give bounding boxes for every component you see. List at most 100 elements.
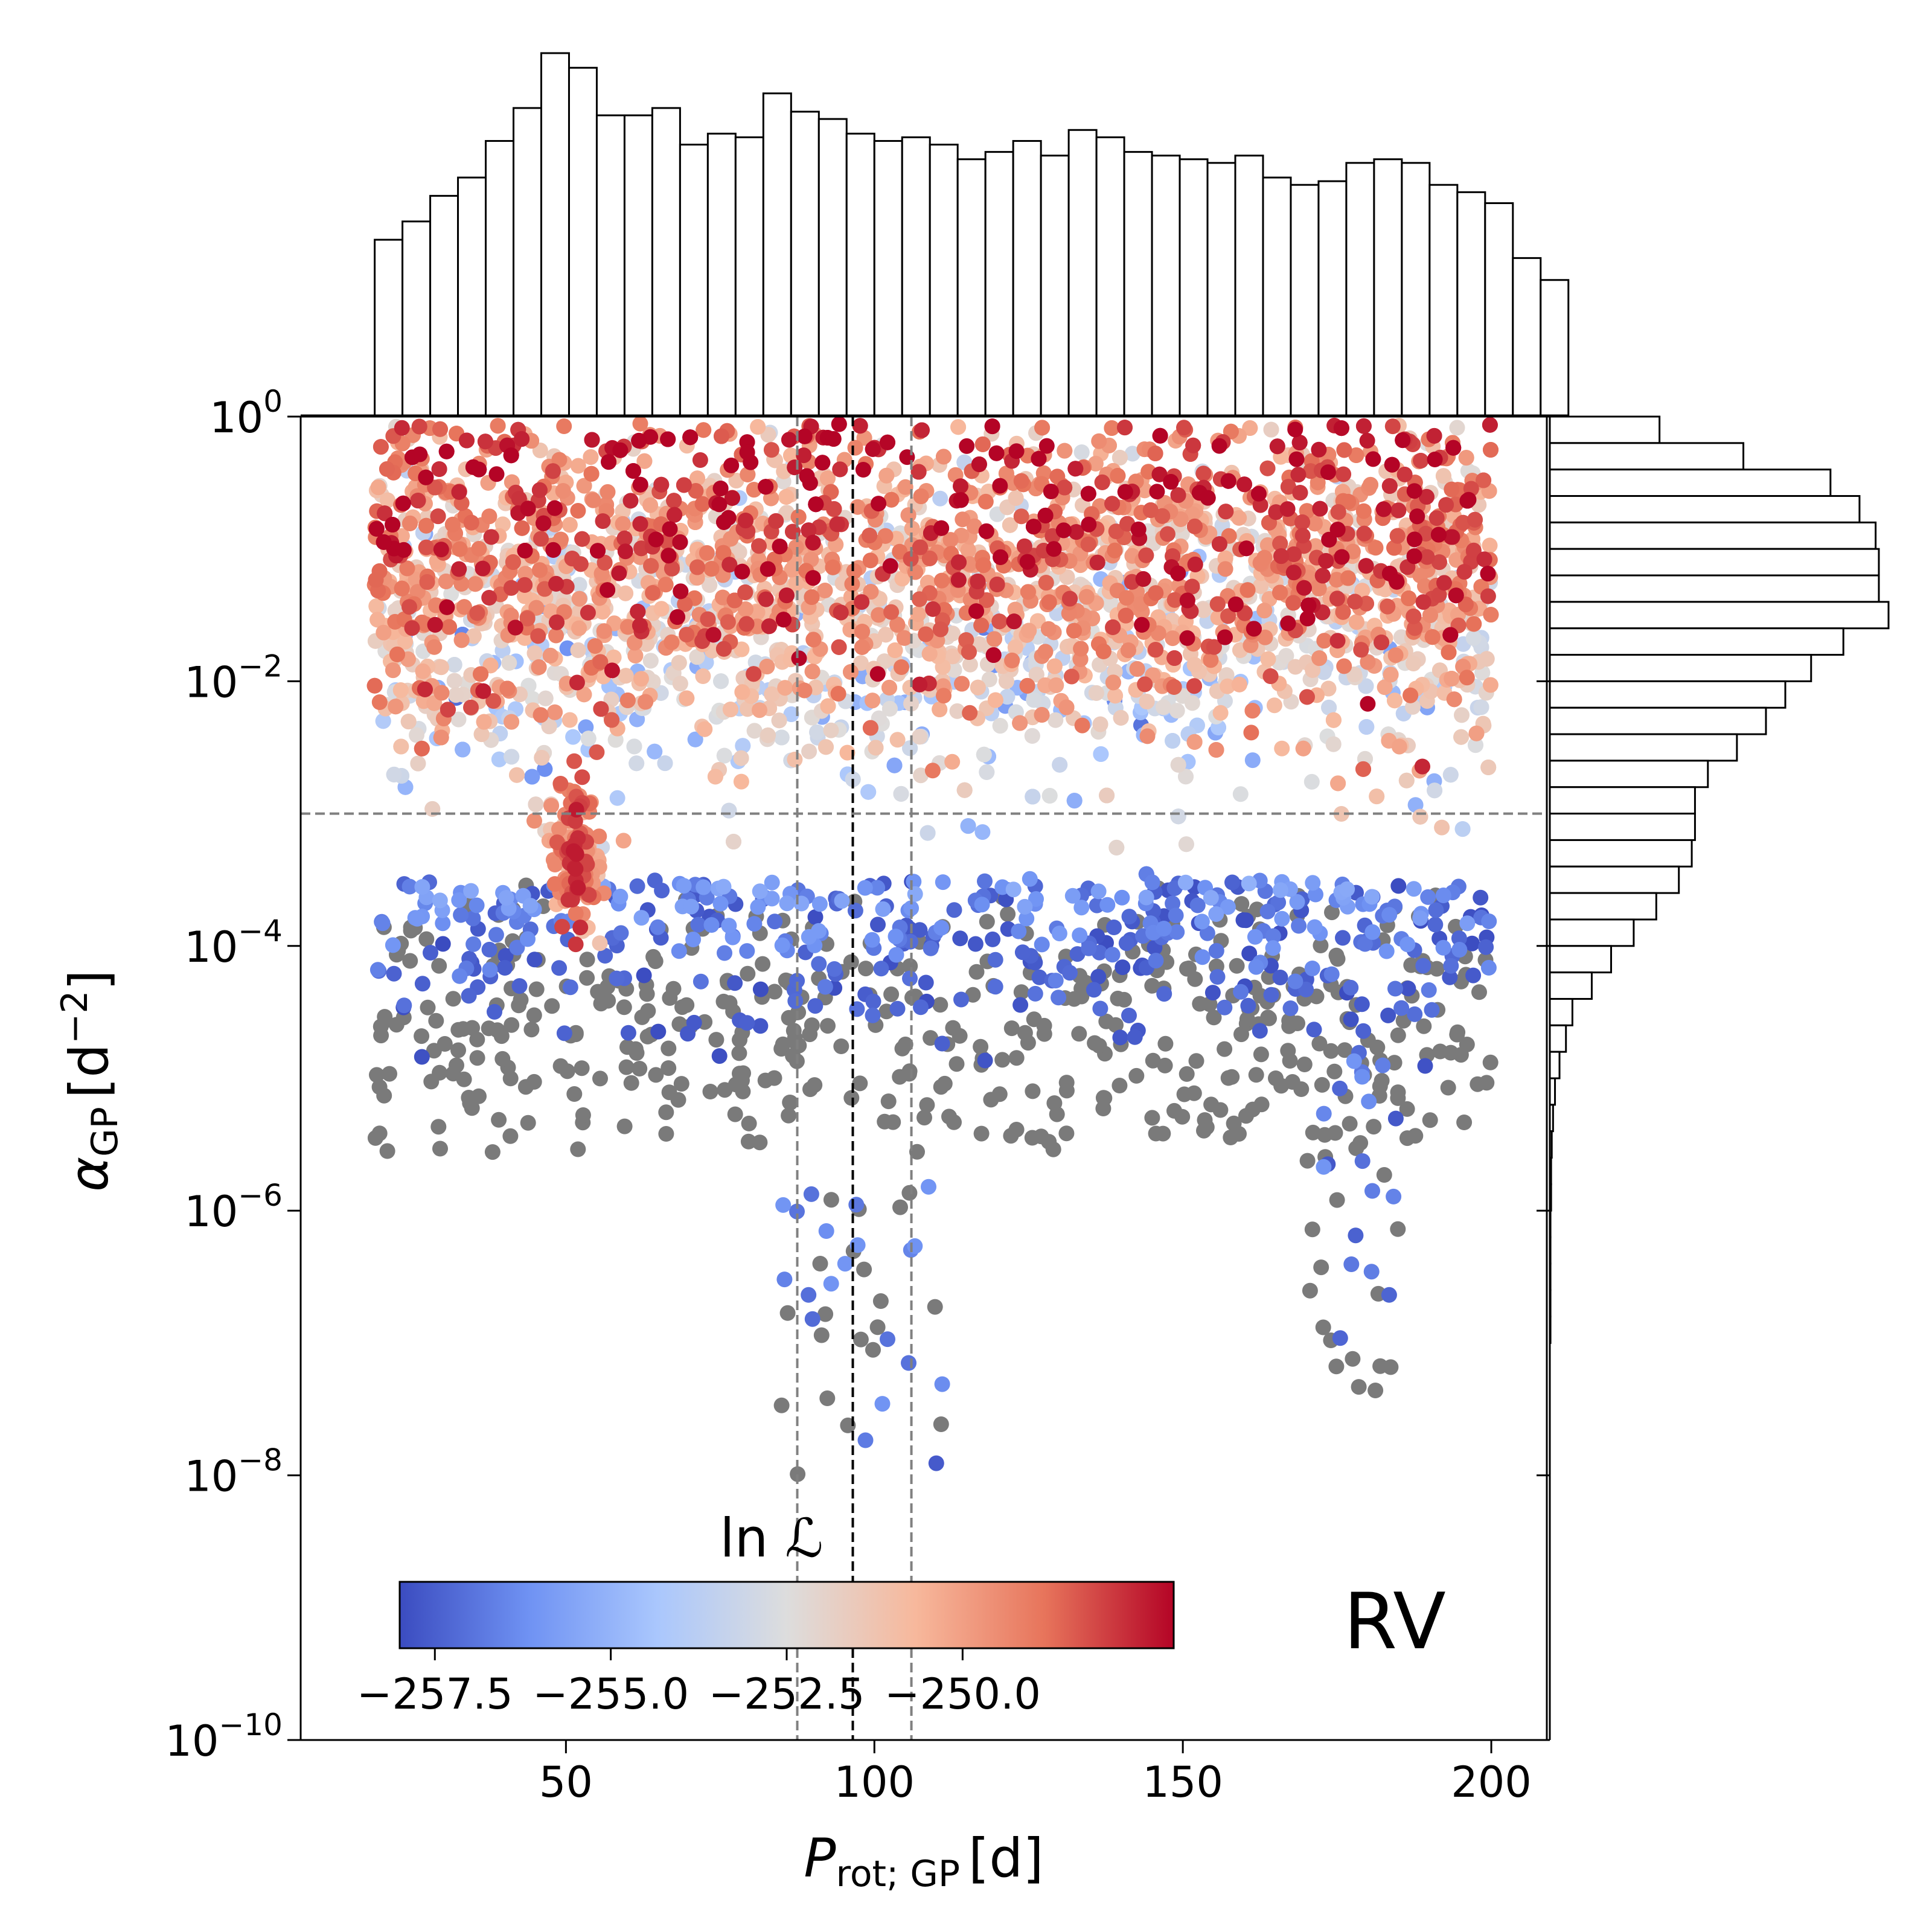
scatter-point — [1348, 1227, 1364, 1244]
scatter-point — [973, 1038, 989, 1055]
scatter-point — [869, 880, 886, 896]
scatter-point — [913, 999, 929, 1016]
top-hist-bar — [1206, 162, 1236, 417]
scatter-point — [1412, 910, 1428, 926]
scatter-point — [1041, 1134, 1057, 1150]
scatter-point — [685, 932, 702, 947]
top-hist-bar — [1012, 139, 1042, 417]
scatter-point — [1051, 926, 1067, 942]
scatter-point — [1274, 910, 1290, 927]
scatter-point — [1458, 450, 1474, 466]
right-hist-bar — [1549, 1130, 1553, 1159]
scatter-points — [366, 417, 1499, 1482]
scatter-point — [476, 714, 492, 730]
scatter-point — [1229, 958, 1245, 974]
top-hist-bar — [595, 114, 625, 417]
top-hist-bar — [1345, 162, 1375, 417]
scatter-point — [443, 586, 459, 602]
scatter-point — [779, 895, 795, 912]
scatter-point — [782, 1095, 798, 1110]
scatter-point — [921, 1179, 936, 1195]
scatter-point — [481, 941, 497, 958]
scatter-point — [715, 878, 732, 895]
scatter-point — [1305, 1124, 1321, 1140]
scatter-point — [1208, 942, 1224, 959]
right-hist-bar — [1549, 1104, 1554, 1133]
scatter-point — [464, 1100, 480, 1116]
scatter-point — [1000, 906, 1016, 922]
top-hist-bar — [817, 118, 848, 417]
scatter-point — [847, 440, 863, 456]
scatter-point — [740, 1133, 756, 1150]
scatter-point — [1252, 1023, 1268, 1039]
scatter-point — [843, 954, 859, 970]
scatter-point — [1443, 958, 1459, 974]
right-hist-bar — [1549, 1077, 1556, 1106]
scatter-point — [885, 1114, 901, 1130]
scatter-point — [1011, 923, 1027, 939]
scatter-point — [1381, 1287, 1397, 1303]
scatter-point — [948, 1056, 965, 1072]
scatter-point — [789, 1203, 805, 1220]
scatter-point — [1387, 693, 1403, 709]
scatter-point — [697, 721, 713, 737]
scatter-point — [902, 958, 918, 974]
scatter-point — [913, 488, 929, 504]
scatter-point — [1374, 1073, 1390, 1089]
scatter-point — [597, 948, 613, 964]
scatter-point — [1048, 712, 1064, 728]
scatter-point — [783, 706, 799, 722]
scatter-point — [1343, 979, 1359, 996]
scatter-point — [953, 991, 969, 1008]
scatter-point — [992, 718, 1008, 734]
scatter-point — [367, 1130, 383, 1146]
scatter-point — [393, 738, 409, 755]
scatter-point — [1046, 1095, 1063, 1112]
scatter-point — [374, 915, 391, 932]
scatter-point — [638, 694, 654, 710]
scatter-point — [1343, 1256, 1360, 1272]
scatter-point — [773, 1397, 790, 1413]
scatter-point — [1345, 1351, 1361, 1367]
scatter-point — [400, 714, 417, 730]
scatter-point — [820, 698, 836, 714]
scatter-point — [912, 729, 927, 745]
scatter-point — [1073, 641, 1089, 657]
scatter-point — [1208, 742, 1224, 758]
scatter-point — [534, 750, 550, 766]
top-hist-bar — [429, 194, 459, 417]
scatter-point — [1265, 928, 1281, 944]
scatter-point — [888, 947, 904, 963]
scatter-point — [872, 1293, 889, 1309]
scatter-point — [579, 970, 595, 986]
scatter-point — [1031, 969, 1048, 985]
scatter-point — [906, 874, 922, 890]
scatter-point — [1062, 965, 1078, 981]
scatter-point — [1169, 703, 1185, 719]
scatter-point — [1361, 1093, 1377, 1110]
scatter-point — [1037, 644, 1054, 660]
scatter-point — [453, 907, 469, 923]
scatter-point — [574, 1060, 590, 1076]
scatter-point — [910, 606, 926, 622]
scatter-point — [1311, 1035, 1328, 1052]
scatter-point — [1354, 1069, 1371, 1085]
scatter-point — [1174, 1108, 1191, 1125]
scatter-point — [1442, 969, 1458, 985]
scatter-point — [647, 743, 663, 760]
scatter-point — [687, 731, 703, 747]
scatter-point — [531, 659, 547, 675]
scatter-point — [967, 936, 984, 952]
scatter-point — [386, 965, 402, 982]
scatter-point — [1332, 1080, 1348, 1096]
scatter-point — [428, 1012, 444, 1029]
scatter-point — [970, 679, 986, 696]
scatter-point — [1391, 738, 1407, 755]
scatter-point — [860, 784, 877, 800]
scatter-point — [1128, 1067, 1145, 1084]
scatter-point — [1268, 1070, 1284, 1086]
scatter-point — [702, 1084, 718, 1099]
scatter-point — [632, 1061, 648, 1076]
scatter-point — [376, 624, 392, 641]
scatter-point — [1247, 929, 1263, 945]
